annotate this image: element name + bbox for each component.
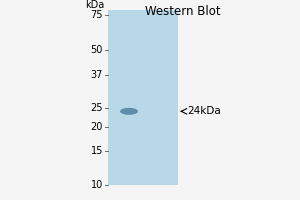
Text: 37: 37 (91, 70, 103, 80)
Ellipse shape (120, 108, 138, 115)
Text: Western Blot: Western Blot (145, 5, 221, 18)
Text: 20: 20 (91, 122, 103, 132)
Bar (108, 10, 178, 185)
Text: 50: 50 (91, 45, 103, 55)
Text: 10: 10 (91, 180, 103, 190)
Text: 24kDa: 24kDa (187, 106, 221, 116)
Text: 25: 25 (91, 103, 103, 113)
Text: 75: 75 (91, 10, 103, 20)
Text: kDa: kDa (85, 0, 104, 10)
Text: 15: 15 (91, 146, 103, 156)
